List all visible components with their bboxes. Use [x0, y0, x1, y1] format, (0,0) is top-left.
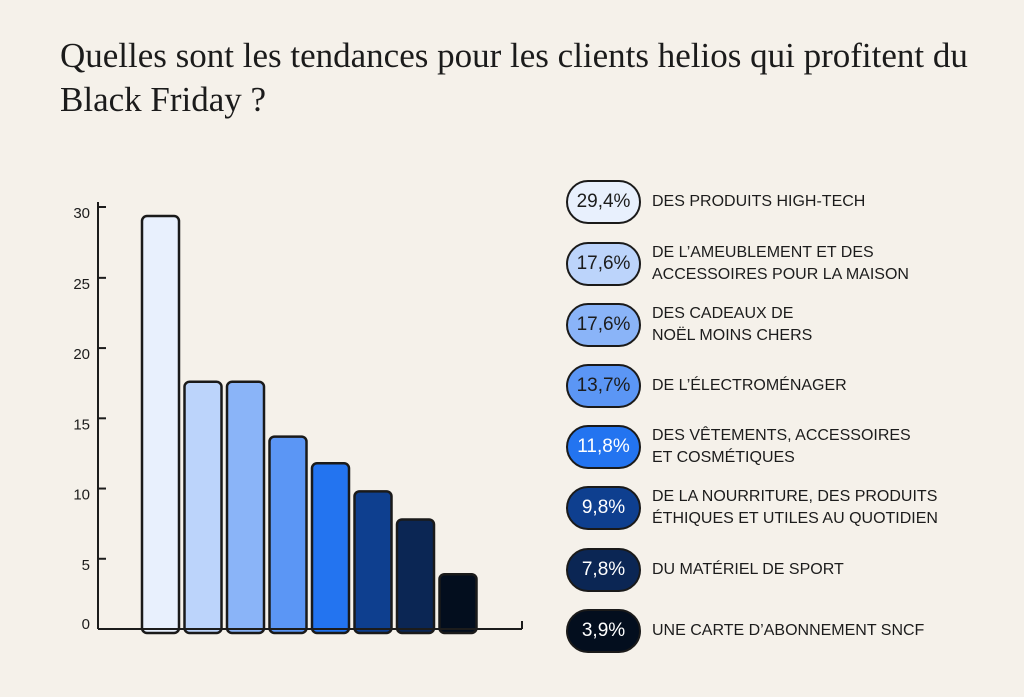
legend-item: 11,8% DES VÊTEMENTS, ACCESSOIRES ET COSMÉ…	[566, 425, 1006, 475]
legend-item: 13,7% DE L’ÉLECTROMÉNAGER	[566, 364, 1006, 414]
legend-item: 3,9% UNE CARTE D’ABONNEMENT SNCF	[566, 609, 1006, 659]
bar-2	[183, 380, 223, 635]
legend-item: 7,8% DU MATÉRIEL DE SPORT	[566, 548, 1006, 598]
legend-label: DE LA NOURRITURE, DES PRODUITS ÉTHIQUES …	[652, 488, 938, 527]
legend-value-pill: 29,4%	[566, 180, 641, 224]
legend-item: 17,6% DE L’AMEUBLEMENT ET DES ACCESSOIRES…	[566, 242, 1006, 292]
legend-label: UNE CARTE D’ABONNEMENT SNCF	[652, 622, 925, 639]
chart-title: Quelles sont les tendances pour les clie…	[60, 36, 968, 119]
legend-label: DU MATÉRIEL DE SPORT	[652, 561, 844, 578]
legend-value-pill: 9,8%	[566, 486, 641, 530]
legend-item: 17,6% DES CADEAUX DE NOËL MOINS CHERS	[566, 303, 1006, 353]
legend-label: DE L’ÉLECTROMÉNAGER	[652, 377, 847, 394]
legend-label: DES VÊTEMENTS, ACCESSOIRES ET COSMÉTIQUE…	[652, 427, 911, 466]
legend-item: 29,4% DES PRODUITS HIGH-TECH	[566, 180, 1006, 230]
y-tick-label: 10	[73, 487, 90, 504]
legend-item: 9,8% DE LA NOURRITURE, DES PRODUITS ÉTHIQ…	[566, 486, 1006, 536]
legend-label: DES CADEAUX DE NOËL MOINS CHERS	[652, 305, 813, 344]
bar-8	[438, 572, 478, 635]
legend-value-pill: 17,6%	[566, 303, 641, 347]
y-tick-label: 25	[73, 276, 90, 293]
legend-label: DE L’AMEUBLEMENT ET DES ACCESSOIRES POUR…	[652, 244, 909, 283]
legend-value-pill: 3,9%	[566, 609, 641, 653]
y-tick-label: 15	[73, 416, 90, 433]
bar-3	[225, 380, 266, 635]
legend-value-pill: 13,7%	[566, 364, 641, 408]
bar-7	[395, 518, 436, 635]
bar-1	[140, 214, 181, 635]
legend-value-pill: 7,8%	[566, 548, 641, 592]
y-tick-label: 0	[82, 616, 90, 633]
bar-4	[268, 435, 308, 635]
legend-label: DES PRODUITS HIGH-TECH	[652, 193, 866, 210]
y-tick-label: 30	[73, 205, 90, 222]
bar-5	[310, 462, 351, 635]
legend-value-pill: 17,6%	[566, 242, 641, 286]
y-tick-label: 20	[73, 346, 90, 363]
legend-value-pill: 11,8%	[566, 425, 641, 469]
y-tick-label: 5	[82, 557, 90, 574]
bar-6	[353, 490, 393, 635]
